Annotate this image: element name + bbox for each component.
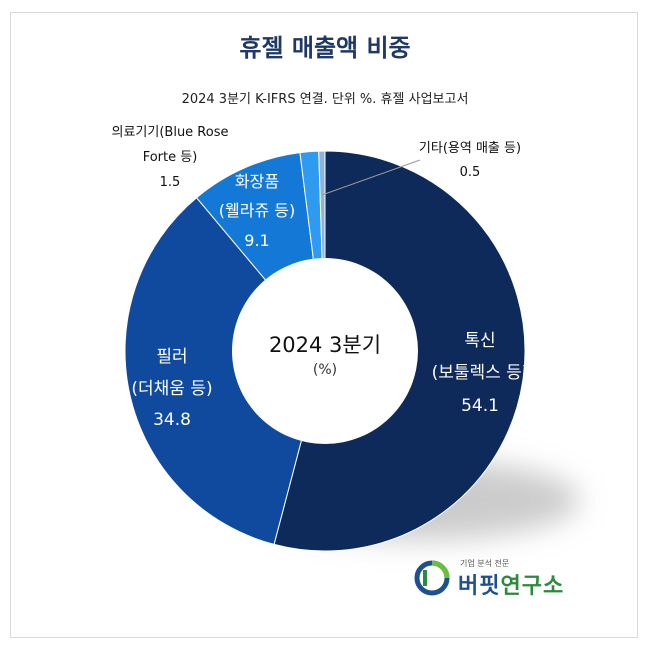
slice-value-device: 1.5	[160, 175, 181, 190]
slice-label-filler-1: 필러	[156, 347, 187, 367]
brand-logo-icon	[414, 560, 450, 596]
chart-title: 휴젤 매출액 비중	[239, 34, 411, 62]
brand-logo-subtitle: 기업 분석 전문	[460, 559, 510, 568]
brand-logo-name-part1: 버핏	[458, 574, 501, 599]
brand-logo-name-part2: 연구소	[500, 574, 565, 599]
slice-label-other: 기타(용역 매출 등)	[419, 141, 521, 156]
brand-logo: 기업 분석 전문 버핏연구소	[414, 556, 604, 602]
slice-value-cosmetics: 9.1	[244, 231, 269, 250]
slice-value-other: 0.5	[460, 165, 481, 180]
slice-label-cosmetics-1: 화장품	[235, 172, 279, 191]
center-label-line1: 2024 3분기	[269, 333, 381, 357]
slice-label-filler-2: (더채움 등)	[131, 379, 212, 399]
slice-label-toxin-2: (보툴렉스 등)	[432, 363, 529, 383]
brand-logo-name: 버핏연구소	[458, 568, 564, 600]
donut-hole	[232, 258, 418, 444]
slice-value-filler: 34.8	[153, 410, 191, 430]
other-leader-line	[321, 159, 421, 196]
slice-label-cosmetics-2: (웰라쥬 등)	[219, 201, 295, 220]
chart-frame	[10, 12, 638, 638]
center-label-line2: (%)	[313, 362, 337, 378]
slice-filler	[124, 196, 326, 546]
slice-value-toxin: 54.1	[461, 396, 499, 416]
slice-label-device-1: 의료기기(Blue Rose	[112, 125, 229, 140]
slice-label-toxin-1: 톡신	[464, 331, 495, 351]
chart-subtitle: 2024 3분기 K-IFRS 연결. 단위 %. 휴젤 사업보고서	[181, 92, 469, 107]
slice-label-device-2: Forte 등)	[143, 150, 198, 165]
